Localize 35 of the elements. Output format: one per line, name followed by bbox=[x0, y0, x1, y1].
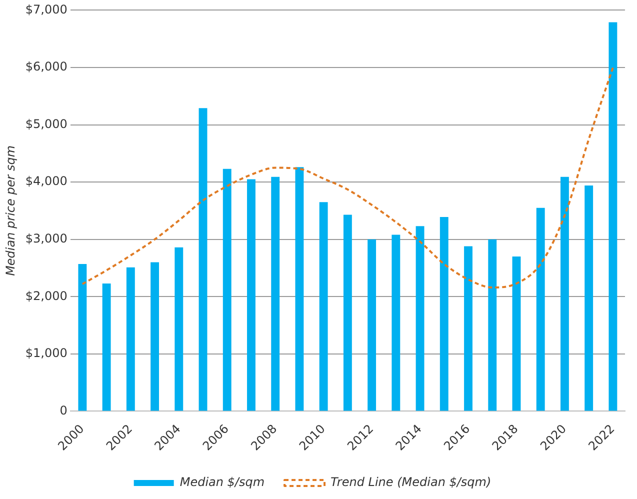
bar bbox=[78, 264, 87, 411]
bar bbox=[198, 108, 208, 411]
bar bbox=[416, 226, 424, 411]
bar bbox=[560, 176, 569, 411]
bar bbox=[271, 176, 280, 411]
bar bbox=[464, 246, 472, 411]
y-tick-label: $6,000 bbox=[25, 60, 68, 74]
legend-label: Median $/sqm bbox=[180, 475, 265, 490]
bar bbox=[343, 214, 352, 411]
bar bbox=[319, 202, 328, 411]
bar bbox=[392, 234, 400, 411]
y-tick-label: $4,000 bbox=[25, 174, 68, 188]
bar bbox=[536, 208, 545, 411]
legend-label: Trend Line (Median $/sqm) bbox=[330, 475, 492, 490]
bar bbox=[222, 168, 232, 411]
y-tick-label: 0 bbox=[60, 403, 68, 418]
y-axis-title: Median price per sqm bbox=[3, 145, 18, 276]
y-tick-label: $3,000 bbox=[25, 231, 68, 246]
bar bbox=[150, 262, 160, 411]
bar bbox=[174, 247, 184, 411]
bar bbox=[608, 22, 618, 411]
bar bbox=[295, 167, 304, 411]
bar bbox=[126, 267, 135, 411]
y-tick-label: $7,000 bbox=[25, 2, 68, 16]
line-series bbox=[81, 66, 614, 288]
bar bbox=[488, 239, 497, 411]
bar bbox=[440, 217, 448, 411]
bar bbox=[584, 186, 594, 411]
bar bbox=[368, 239, 376, 411]
y-tick-label: $1,000 bbox=[25, 346, 68, 360]
y-tick-label: $5,000 bbox=[25, 116, 68, 131]
bar bbox=[102, 283, 111, 411]
bar bbox=[512, 256, 521, 411]
bar bbox=[247, 179, 256, 411]
y-tick-label: $2,000 bbox=[25, 288, 68, 303]
